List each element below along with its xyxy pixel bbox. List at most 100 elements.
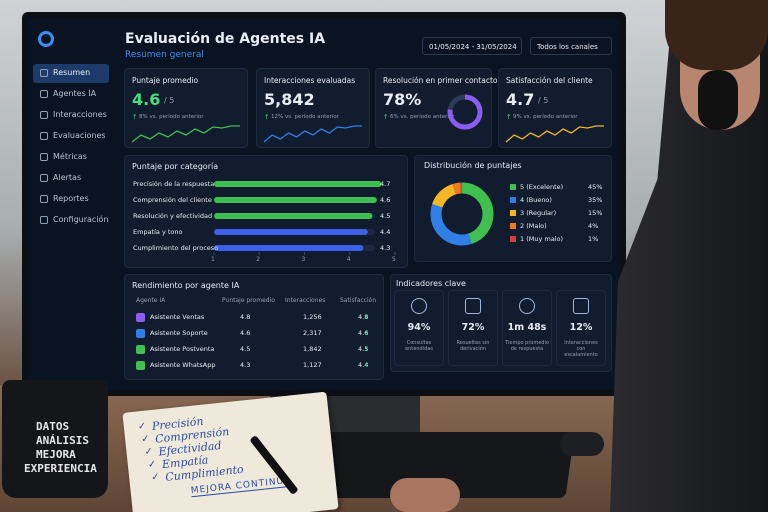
nav-item[interactable]: Alertas [53,173,82,182]
indicator-card [556,290,606,366]
legend-swatch [510,236,516,242]
table-cell: 4.5 [240,345,251,353]
bar [214,245,364,251]
bar-value: 4.4 [380,228,391,236]
sparkline [131,125,240,143]
kpi-value: 4.6 [132,90,161,109]
up-arrow: ↑ [364,361,370,369]
table-cell: Asistente Ventas [150,313,205,321]
nav-item[interactable]: Resumen [53,68,91,77]
x-tick-label: 5 [392,256,396,263]
mouse [560,432,604,456]
legend-label: 4 (Bueno) [520,196,552,204]
table-cell: Asistente WhatsApp [150,361,216,369]
indicator-icon [519,298,535,314]
legend-swatch [510,210,516,216]
mug-text: EXPERIENCIA [24,462,97,475]
table-cell: 4.3 [240,361,251,369]
notebook: ✓ Precisión ✓ Comprensión ✓ Efectividad ✓ Empat… [122,391,339,512]
donut-segment [430,182,494,246]
indicator-label: Interacciones con escalamiento [564,340,598,358]
nav-item[interactable]: Interacciones [53,110,107,119]
row-icon [136,329,145,338]
x-tick-label: 1 [211,256,215,263]
x-tick-label: 3 [301,256,306,263]
indicator-value: 94% [407,322,431,333]
sparkline [263,125,362,143]
bar-value: 4.5 [380,212,391,220]
mug-text: DATOS [36,420,70,433]
panel-graphic [131,125,240,143]
nav-active [33,64,109,83]
column-header: Puntaje promedio [222,297,275,304]
legend-label: 3 (Regular) [520,209,557,217]
trend-arrow: ↑ [132,113,138,121]
mug-text: ANÁLISIS [36,434,89,447]
nav-item[interactable]: Métricas [53,152,87,161]
row-icon [136,361,145,370]
table-cell: 1,842 [303,345,322,353]
kpi-suffix: / 5 [164,96,175,105]
column-header: Agente IA [136,297,166,304]
channel-filter[interactable]: Todos los canales [530,37,612,55]
check: ✓ [137,420,147,433]
table-cell: 2,317 [303,329,322,337]
indicator-label: Consultas entendidas [405,340,433,352]
headset [698,70,738,130]
kpi-trend: 8% vs. período anterior [139,114,204,120]
panel-title: Indicadores clave [396,279,466,288]
panel-title: Rendimiento por agente IA [132,281,240,290]
bar [214,213,373,219]
indicator-value: 12% [569,322,593,333]
bar-value: 4.7 [380,180,391,188]
bar-value: 4.6 [380,196,391,204]
panel-graphic [430,182,494,246]
category-label: Resolución y efectividad [133,212,213,220]
legend-label: 2 (Malo) [520,222,547,230]
check: ✓ [150,471,161,484]
legend-label: 5 (Excelente) [520,183,564,191]
kpi-card [375,68,492,148]
mug-text: MEJORA [36,448,76,461]
legend-label: 1 (Muy malo) [520,235,564,243]
up-arrow: ↑ [364,329,370,337]
table-cell: 4.6 [240,329,251,337]
legend-swatch [510,223,516,229]
subtitle: Resumen general [125,50,204,60]
nav-icon [40,153,48,161]
indicator-icon [573,298,589,314]
kpi-label: Resolución en primer contacto [383,76,498,85]
legend-swatch [510,197,516,203]
panel-graphic [505,125,604,143]
panel-title: Distribución de puntajes [424,161,522,170]
column-header: Interacciones [285,297,326,304]
table-cell: 4.8 [240,313,251,321]
mug: DATOS ANÁLISIS MEJORA EXPERIENCIA [2,380,108,498]
date-filter[interactable]: 01/05/2024 - 31/05/2024 [422,37,522,55]
title: Evaluación de Agentes IA [125,31,326,47]
table-cell: Asistente Soporte [150,329,208,337]
category-label: Comprensión del cliente [133,196,212,204]
indicator-icon [465,298,481,314]
nav-item[interactable]: Evaluaciones [53,131,106,140]
nav-icon [40,69,48,77]
panel [414,155,612,262]
panel [124,274,384,380]
nav-item[interactable]: Agentes IA [53,89,97,98]
up-arrow: ↑ [364,345,370,353]
nav-item[interactable]: Reportes [53,194,89,203]
bar [214,181,382,187]
nav-icon [40,111,48,119]
indicator-icon [411,298,427,314]
nav-icon [40,132,48,140]
kpi-suffix: / 5 [538,96,549,105]
nav-item[interactable]: Configuración [53,215,109,224]
category-label: Cumplimiento del proceso [133,244,219,252]
table-cell: 1,127 [303,361,322,369]
table-cell: 4.5 [358,345,369,353]
panel-graphic [213,181,396,255]
kpi-trend: 9% vs. período anterior [513,114,578,120]
table-cell: 4.6 [358,329,369,337]
check: ✓ [144,446,154,458]
